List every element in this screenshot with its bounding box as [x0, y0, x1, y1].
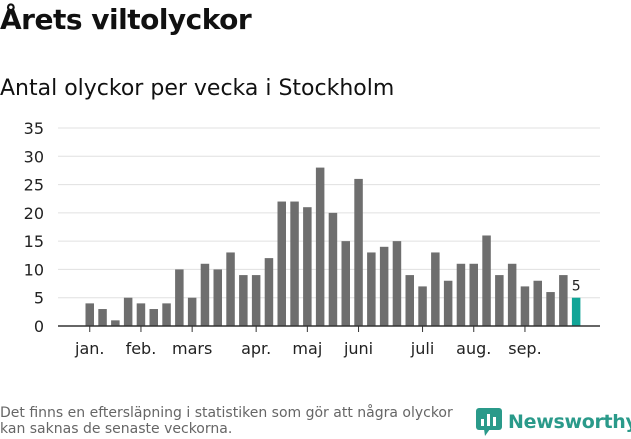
- bar: [315, 167, 325, 326]
- newsworthy-logo: Newsworthy: [476, 408, 631, 436]
- y-tick-label: 35: [24, 119, 44, 138]
- y-tick-label: 0: [34, 317, 44, 336]
- bar: [341, 241, 350, 326]
- bar: [251, 275, 261, 326]
- x-tick-label: mars: [172, 339, 212, 358]
- bar: [379, 246, 389, 326]
- y-tick-label: 5: [34, 289, 44, 308]
- chart-subtitle: Antal olyckor per vecka i Stockholm: [0, 76, 395, 101]
- x-tick-label: sep.: [508, 339, 541, 358]
- bar: [367, 252, 376, 326]
- y-tick-label: 20: [24, 204, 44, 223]
- bar: [264, 258, 274, 326]
- bar: [200, 263, 210, 326]
- bar: [431, 252, 440, 326]
- bar: [507, 263, 517, 326]
- bar: [418, 286, 427, 326]
- bar: [303, 207, 312, 326]
- x-tick-label: juli: [410, 339, 434, 358]
- y-tick-label: 25: [24, 176, 44, 195]
- bar: [533, 280, 542, 326]
- x-tick-label: juni: [343, 339, 373, 358]
- bar: [226, 252, 235, 326]
- bar: [149, 309, 158, 326]
- bar: [98, 309, 107, 326]
- x-tick-label: maj: [292, 339, 322, 358]
- bar: [162, 303, 171, 326]
- bar: [456, 263, 466, 326]
- bar: [392, 241, 402, 326]
- bar: [495, 275, 504, 326]
- bar: [85, 303, 94, 326]
- bar: [443, 280, 453, 326]
- bar: [559, 275, 568, 326]
- bar: [469, 263, 478, 326]
- bar: [354, 178, 363, 326]
- y-tick-label: 30: [24, 147, 44, 166]
- bar: [213, 269, 222, 326]
- bar: [290, 201, 299, 326]
- bar: [405, 275, 414, 326]
- x-tick-label: apr.: [241, 339, 271, 358]
- x-tick-label: aug.: [456, 339, 491, 358]
- chart-title: Årets viltolyckor: [0, 3, 252, 36]
- bar: [111, 320, 120, 326]
- bar: [520, 286, 530, 326]
- x-tick-label: jan.: [74, 339, 104, 358]
- bar: [175, 269, 184, 326]
- highlight-value-label: 5: [572, 279, 581, 295]
- bar: [136, 303, 146, 326]
- bar: [277, 201, 286, 326]
- bar: [482, 235, 491, 326]
- bar: [123, 297, 133, 326]
- bar-highlight: [571, 297, 581, 326]
- y-tick-label: 10: [24, 260, 44, 279]
- newsworthy-logo-icon: [476, 408, 502, 436]
- bar: [546, 292, 555, 326]
- bar: [328, 212, 338, 326]
- x-tick-label: feb.: [126, 339, 157, 358]
- bar: [187, 297, 197, 326]
- bar-chart: 0 5 10 15 20 25 30 35 5 jan. feb. mars apr. maj juni ju…: [24, 119, 600, 358]
- y-tick-label: 15: [24, 232, 44, 251]
- footnote: Det finns en eftersläpning i statistiken…: [0, 405, 453, 437]
- bar: [239, 275, 248, 326]
- logo-text: Newsworthy: [508, 411, 631, 433]
